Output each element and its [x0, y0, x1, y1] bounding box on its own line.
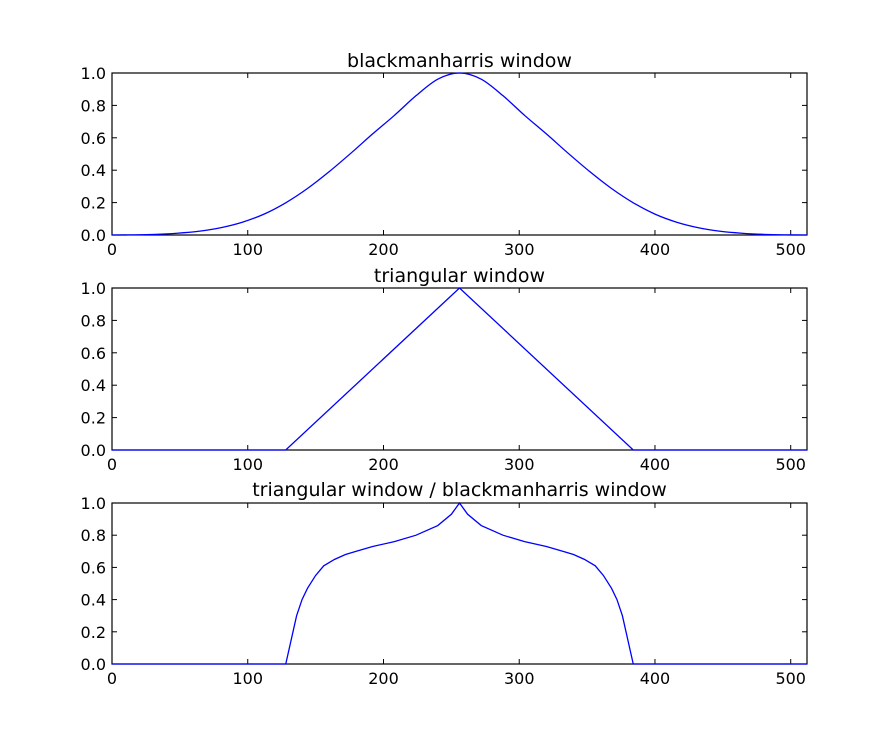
axis-ticks: 0 100 200 300 400 500 0.0 0.2 0.4 0.6 0.8 1.0: [81, 64, 807, 259]
y-tick-label: 0.8: [81, 311, 106, 330]
plot-frame: [111, 72, 808, 236]
y-tick-label: 0.8: [81, 526, 106, 545]
x-tick-label: 100: [232, 669, 263, 688]
subplot-blackmanharris: blackmanharris window 0 100 200 300 400 500 0.…: [81, 50, 808, 259]
chart-title: triangular window / blackmanharris windo…: [252, 479, 667, 501]
y-tick-label: 0.4: [81, 376, 106, 395]
y-tick-label: 1.0: [81, 494, 106, 513]
x-tick-label: 0: [107, 455, 117, 474]
y-tick-label: 0.0: [81, 655, 106, 674]
x-tick-label: 200: [368, 669, 399, 688]
y-tick-label: 0.6: [81, 129, 106, 148]
series-line: [112, 287, 807, 451]
axis-ticks: 0 100 200 300 400 500 0.0 0.2 0.4 0.6 0.8 1.0: [81, 279, 807, 474]
x-tick-label: 200: [368, 240, 399, 259]
subplot-triangular: triangular window 0 100 200 300 400 500 0.0 0.2…: [81, 265, 808, 474]
y-tick-label: 0.0: [81, 226, 106, 245]
series-line: [111, 72, 808, 236]
series-line: [112, 501, 807, 665]
x-tick-label: 300: [504, 455, 535, 474]
x-tick-label: 100: [232, 455, 263, 474]
plot-frame: [111, 287, 808, 451]
x-tick-label: 500: [775, 455, 806, 474]
x-tick-label: 100: [232, 240, 263, 259]
y-tick-label: 0.6: [81, 344, 106, 363]
x-tick-label: 500: [775, 669, 806, 688]
chart-title: triangular window: [374, 265, 545, 287]
y-tick-label: 1.0: [81, 64, 106, 83]
y-tick-label: 0.6: [81, 558, 106, 577]
x-tick-label: 300: [504, 240, 535, 259]
x-tick-label: 500: [775, 240, 806, 259]
plot-frame: [111, 502, 808, 665]
y-tick-label: 0.2: [81, 623, 106, 642]
axis-ticks: 0 100 200 300 400 500 0.0 0.2 0.4 0.6 0.8 1.0: [81, 494, 807, 688]
x-tick-label: 200: [368, 455, 399, 474]
x-tick-label: 400: [640, 669, 671, 688]
y-tick-label: 0.2: [81, 409, 106, 428]
x-tick-label: 0: [107, 669, 117, 688]
x-tick-label: 0: [107, 240, 117, 259]
x-tick-label: 300: [504, 669, 535, 688]
y-tick-label: 0.4: [81, 591, 106, 610]
subplot-ratio: triangular window / blackmanharris windo…: [81, 479, 808, 688]
x-tick-label: 400: [640, 240, 671, 259]
chart-title: blackmanharris window: [347, 50, 572, 72]
y-tick-label: 0.4: [81, 161, 106, 180]
y-tick-label: 0.8: [81, 96, 106, 115]
y-tick-label: 1.0: [81, 279, 106, 298]
x-tick-label: 400: [640, 455, 671, 474]
y-tick-label: 0.2: [81, 194, 106, 213]
y-tick-label: 0.0: [81, 441, 106, 460]
